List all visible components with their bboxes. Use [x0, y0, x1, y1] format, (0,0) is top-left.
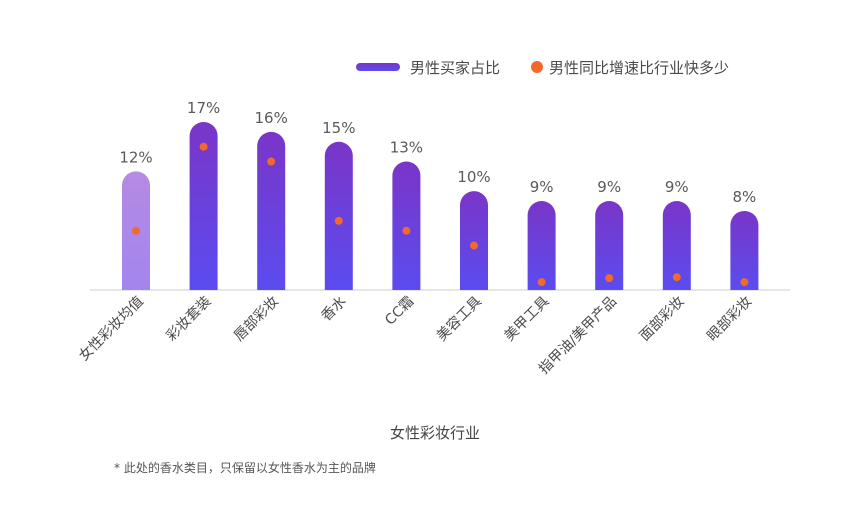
value-labels-group: 12% 17% 16% 15% 13% 10% 9% 9% 9% 8% [119, 99, 756, 206]
footnote: * 此处的香水类目，只保留以女性香水为主的品牌 [114, 461, 376, 475]
category-label-0: 女性彩妆均值 [75, 293, 146, 364]
value-label-0: 12% [119, 148, 152, 166]
value-label-1: 17% [187, 99, 220, 117]
category-label-5: 美容工具 [433, 293, 485, 345]
bar-3 [324, 141, 353, 290]
dot-6 [537, 278, 546, 287]
bars-group [122, 122, 759, 290]
x-axis-title: 女性彩妆行业 [390, 424, 480, 442]
dot-7 [605, 274, 614, 283]
dot-0 [132, 226, 140, 235]
category-label-1: 彩妆套装 [164, 294, 215, 345]
bar-7 [595, 201, 624, 290]
legend-label-bar: 男性买家占比 [410, 59, 500, 77]
category-labels-group: 女性彩妆均值 彩妆套装 唇部彩妆 香水 CC霜 美容工具 美甲工具指甲油/美甲产品 面部彩妆眼… [75, 293, 755, 378]
category-label-6: 美甲工具 [502, 294, 553, 345]
legend-bar-swatch [356, 63, 400, 71]
category-label-3: 香水 [319, 294, 350, 325]
dot-5 [470, 241, 478, 250]
legend: 男性买家占比 男性同比增速比行业快多少 [356, 59, 729, 77]
value-label-8: 9% [665, 178, 689, 196]
category-label-4: CC霜 [382, 294, 417, 329]
bar-4 [392, 161, 421, 290]
category-label-9: 眼部彩妆 [704, 294, 755, 345]
dot-2 [267, 157, 276, 166]
value-label-6: 9% [530, 178, 554, 196]
bar-8 [662, 201, 691, 290]
value-label-7: 9% [597, 178, 621, 196]
dot-3 [334, 216, 343, 225]
category-label-2: 唇部彩妆 [231, 294, 282, 345]
value-label-9: 8% [733, 188, 757, 206]
dot-4 [402, 226, 411, 235]
legend-dot-swatch [531, 61, 543, 73]
bar-5 [460, 191, 488, 290]
bar-2 [257, 131, 286, 290]
dots-group [132, 142, 749, 287]
dot-9 [740, 278, 749, 287]
bar-9 [730, 210, 759, 290]
dot-8 [672, 273, 681, 282]
value-label-5: 10% [457, 168, 490, 186]
legend-label-dot: 男性同比增速比行业快多少 [549, 59, 729, 77]
value-label-3: 15% [322, 119, 355, 137]
value-label-4: 13% [390, 139, 423, 157]
category-label-8: 面部彩妆 [637, 294, 688, 345]
bar-6 [527, 201, 556, 290]
bar-1 [189, 122, 218, 290]
dot-1 [199, 142, 208, 151]
value-label-2: 16% [255, 109, 288, 127]
